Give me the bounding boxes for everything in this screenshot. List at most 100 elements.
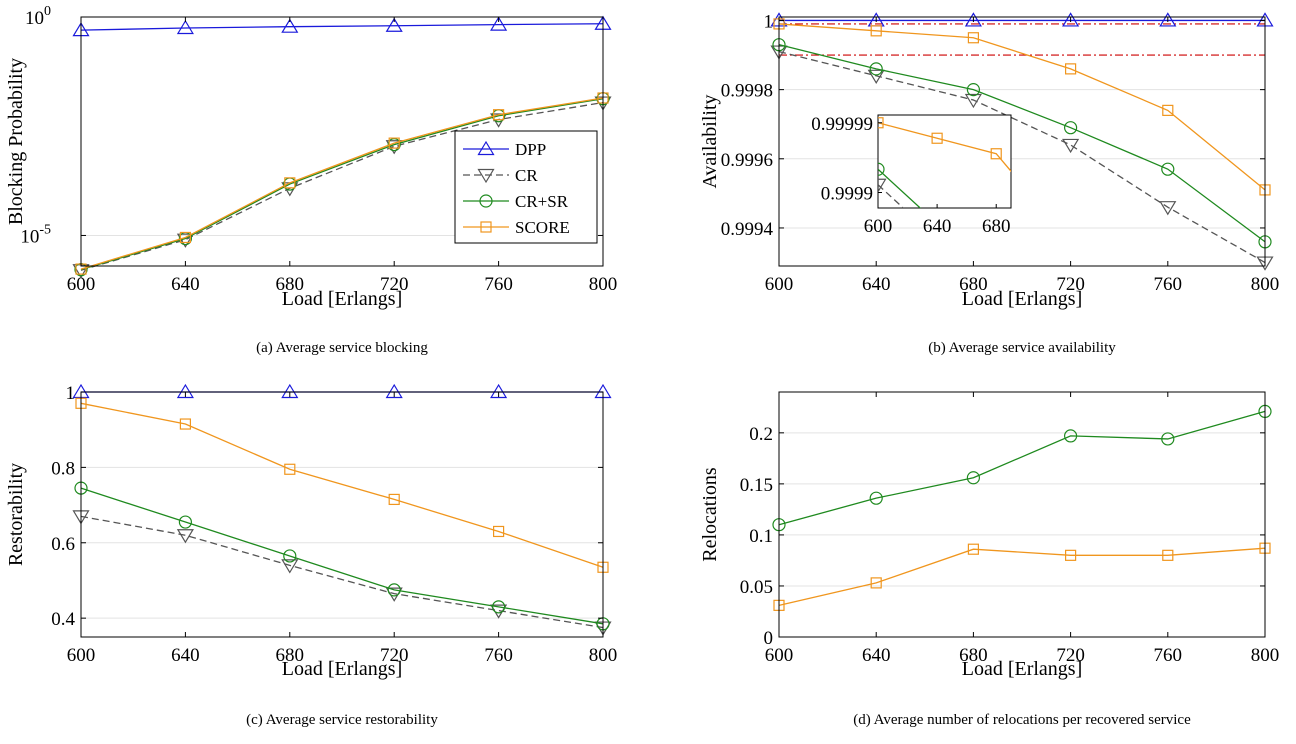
panel-caption: (b) Average service availability <box>928 340 1116 356</box>
inset-point-CR+SR <box>1108 442 1120 454</box>
x-tick-label: 600 <box>67 274 96 295</box>
data-point-CR+SR <box>283 549 297 563</box>
x-axis-label: Load [Erlangs] <box>282 658 403 680</box>
x-tick-label: 800 <box>589 274 618 295</box>
data-point-CR+SR <box>387 583 401 597</box>
series-line-SCORE <box>80 402 604 568</box>
data-point-SCORE <box>284 177 296 189</box>
inset-point-SCORE <box>878 117 884 129</box>
data-point-CR <box>176 233 194 248</box>
data-point-SCORE <box>1064 63 1077 75</box>
data-point-SCORE <box>1162 549 1174 561</box>
series-line-SCORE <box>778 23 1266 191</box>
panel-caption: (a) Average service blocking <box>256 340 428 356</box>
inset-y-tick-label: 0.99999 <box>811 114 873 135</box>
data-point-CR+SR <box>1063 429 1078 443</box>
y-axis-label: Relocations <box>699 467 721 562</box>
data-point-CR <box>1159 201 1177 216</box>
legend-marker-SCORE <box>480 221 492 233</box>
data-point-SCORE <box>179 231 191 244</box>
y-tick-label: 0.4 <box>51 609 75 630</box>
y-tick-label: 0.6 <box>51 534 75 555</box>
x-tick-label: 760 <box>1154 645 1183 666</box>
x-tick-label: 760 <box>1154 274 1183 295</box>
data-point-SCORE <box>388 493 400 506</box>
legend-label: CR+SR <box>515 192 569 211</box>
x-tick-label: 800 <box>1251 645 1280 666</box>
x-tick-label: 800 <box>589 645 618 666</box>
x-tick-label: 760 <box>484 274 513 295</box>
x-tick-label: 640 <box>171 274 200 295</box>
series-line-SCORE <box>778 547 1266 606</box>
series-line-CR+SR <box>778 410 1266 526</box>
y-tick-label: 0.8 <box>51 458 75 479</box>
inset-point-SCORE <box>1109 312 1119 322</box>
y-tick-label: 0.15 <box>740 475 773 496</box>
data-point-DPP <box>281 383 299 399</box>
data-point-CR <box>176 529 194 544</box>
data-point-CR <box>1062 138 1080 154</box>
plot-area <box>80 391 604 638</box>
data-point-CR <box>385 140 403 155</box>
legend: DPP CR CR+SR SCORE <box>454 130 598 244</box>
y-tick-label: 0 <box>764 628 774 649</box>
y-axis-label: Blocking Probability <box>5 58 27 225</box>
panel-caption: (d) Average number of relocations per re… <box>853 712 1191 728</box>
x-tick-label: 600 <box>765 645 794 666</box>
x-axis-label: Load [Erlangs] <box>962 288 1083 310</box>
data-point-DPP <box>385 17 403 32</box>
inset-series <box>878 117 1120 454</box>
data-point-CR+SR <box>966 83 981 97</box>
data-point-CR <box>964 93 982 109</box>
legend-box <box>454 130 598 244</box>
chart-panel-1: 600 640 680 720 760 800 10-5 100 Load [Erlangs] B… <box>5 4 617 356</box>
data-point-DPP <box>176 383 194 399</box>
inset-point-CR <box>1048 389 1063 402</box>
x-tick-label: 720 <box>380 645 409 666</box>
x-tick-label: 760 <box>484 645 513 666</box>
data-point-DPP <box>1062 12 1080 27</box>
series-line-CR <box>80 101 604 271</box>
legend-marker-DPP <box>477 140 495 156</box>
data-point-SCORE <box>493 525 505 538</box>
y-axis-label: Availability <box>699 94 721 188</box>
series-line-CR <box>778 50 1266 264</box>
data-point-DPP <box>385 383 403 399</box>
inset-plot-area <box>877 114 1012 209</box>
y-tick-label: 0.2 <box>749 424 773 445</box>
series-line-CR+SR <box>80 98 604 271</box>
data-point-DPP <box>490 383 508 399</box>
inset-point-CR <box>878 178 887 193</box>
data-point-CR+SR <box>1161 162 1175 176</box>
x-tick-label: 720 <box>380 274 409 295</box>
inset-point-SCORE <box>990 148 1002 160</box>
legend-label: CR <box>515 166 538 185</box>
y-tick-label: 0.9994 <box>721 219 774 240</box>
x-tick-label: 680 <box>276 645 305 666</box>
data-point-SCORE <box>870 25 882 37</box>
series-line-SCORE <box>80 97 604 270</box>
x-axis-label: Load [Erlangs] <box>282 288 403 310</box>
legend-label: SCORE <box>515 218 570 237</box>
x-tick-label: 800 <box>1251 274 1280 295</box>
data-point-CR+SR <box>869 491 883 505</box>
y-tick-label: 100 <box>25 4 51 29</box>
data-point-CR+SR <box>178 515 192 529</box>
data-point-DPP <box>490 16 508 31</box>
inset-point-CR+SR <box>878 162 885 176</box>
y-tick-label: 0.9998 <box>721 81 773 102</box>
inset-line-SCORE <box>878 122 1011 173</box>
data-point-CR+SR <box>966 471 981 485</box>
data-point-CR <box>281 559 299 574</box>
data-point-DPP <box>964 12 982 27</box>
x-tick-label: 720 <box>1056 274 1085 295</box>
data-point-SCORE <box>388 137 400 149</box>
x-tick-label: 600 <box>765 274 794 295</box>
x-tick-label: 680 <box>959 274 988 295</box>
inset-point-SCORE <box>931 132 943 144</box>
data-point-CR <box>867 69 885 84</box>
y-tick-label: 10-5 <box>20 222 51 247</box>
chart-panel-4: 600 640 680 720 760 800 0 0.05 0.1 0.15 0.2 Load [E… <box>699 391 1280 728</box>
x-tick-label: 720 <box>1056 645 1085 666</box>
y-tick-label: 0.1 <box>749 526 773 547</box>
